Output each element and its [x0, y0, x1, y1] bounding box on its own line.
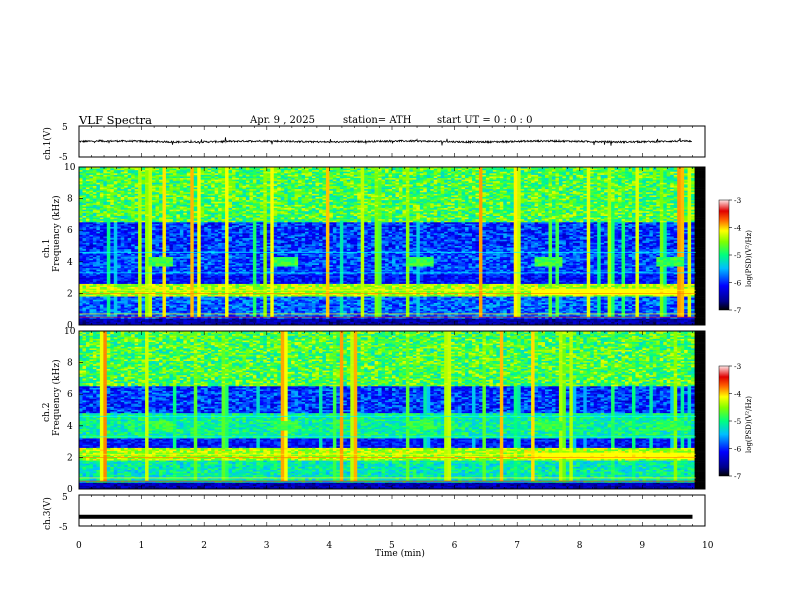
1-freq-tick-6: 6 — [67, 226, 73, 236]
ch2-cb-tick--5: -5 — [734, 417, 742, 426]
ch2-colorbar-label: log(PSD)(V²/Hz) — [745, 396, 753, 453]
ch1-cb-tick--4: -4 — [734, 224, 742, 233]
ch2-cb-tick--6: -6 — [734, 445, 742, 454]
ch3-ytick-bottom: -5 — [59, 523, 68, 533]
ch1-spectrogram-image — [79, 167, 705, 325]
x-axis-label: Time (min) — [375, 548, 425, 559]
ch1-spec-ylabel: Frequency (kHz) — [51, 195, 62, 272]
2-freq-tick-2: 2 — [67, 453, 73, 463]
ch2-colorbar — [719, 366, 729, 476]
ch1-ytick-top: 5 — [62, 123, 68, 133]
x-tick-label-2: 2 — [201, 541, 207, 551]
ch1-ylabel: ch.1(V) — [42, 127, 53, 160]
ch1-colorbar — [719, 200, 729, 310]
ch1-cb-tick--5: -5 — [734, 251, 742, 260]
ch1-cb-tick--7: -7 — [734, 306, 742, 315]
date-label: Apr. 9 , 2025 — [249, 115, 315, 126]
1-freq-tick-4: 4 — [67, 258, 73, 268]
ch1-cb-tick--6: -6 — [734, 279, 742, 288]
2-freq-tick-6: 6 — [67, 390, 73, 400]
2-freq-tick-10: 10 — [64, 327, 76, 337]
2-freq-tick-8: 8 — [67, 359, 73, 369]
ch1-cb-tick--3: -3 — [734, 196, 742, 205]
ch3-ytick-top: 5 — [62, 493, 68, 503]
ch1-ytick-bottom: -5 — [59, 153, 68, 163]
x-tick-label-0: 0 — [76, 541, 82, 551]
x-tick-label-4: 4 — [326, 541, 332, 551]
ch3-waveform-panel: 5 -5 ch.3(V) — [42, 493, 705, 533]
ch2-cb-tick--7: -7 — [734, 472, 742, 481]
ch1-colorbar-label: log(PSD)(V²/Hz) — [745, 230, 753, 287]
start-ut-label: start UT = 0 : 0 : 0 — [437, 115, 532, 126]
x-tick-label-3: 3 — [264, 541, 270, 551]
x-tick-label-9: 9 — [639, 541, 645, 551]
1-freq-tick-8: 8 — [67, 195, 73, 205]
ch2-cb-tick--3: -3 — [734, 362, 742, 371]
x-tick-label-10: 10 — [702, 541, 714, 551]
2-freq-tick-4: 4 — [67, 422, 73, 432]
2-freq-tick-0: 0 — [67, 485, 73, 495]
ch2-spec-ylabel: Frequency (kHz) — [51, 359, 62, 436]
ch2-spec-ylabel-top: ch.2 — [42, 403, 52, 422]
ch1-waveform-panel: 5 -5 ch.1(V) — [42, 123, 705, 163]
x-tick-label-6: 6 — [452, 541, 458, 551]
ch3-ylabel: ch.3(V) — [42, 497, 53, 530]
1-freq-tick-2: 2 — [67, 289, 73, 299]
ch2-spectrogram-image — [79, 331, 705, 489]
figure-title: VLF Spectra — [78, 113, 152, 127]
station-label: station= ATH — [343, 115, 412, 126]
ch1-spec-ylabel-top: ch.1 — [42, 239, 52, 258]
ch2-cb-tick--4: -4 — [734, 390, 742, 399]
x-tick-label-8: 8 — [577, 541, 583, 551]
x-tick-label-7: 7 — [514, 541, 520, 551]
1-freq-tick-10: 10 — [64, 163, 76, 173]
x-tick-label-1: 1 — [139, 541, 145, 551]
